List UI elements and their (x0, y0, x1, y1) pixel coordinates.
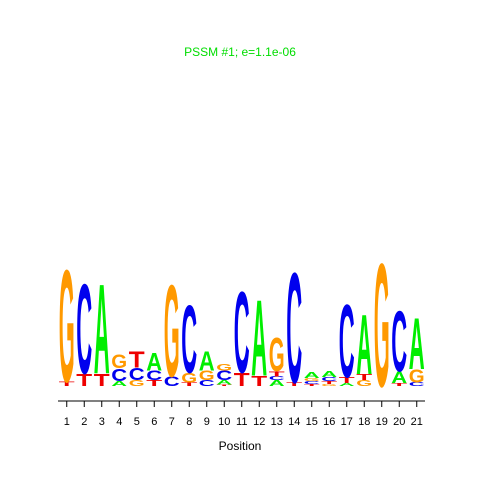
logo-letter-g: G (129, 379, 145, 388)
x-tick-label: 7 (169, 416, 175, 428)
logo-letter-c: C (339, 283, 355, 399)
x-tick-label: 17 (341, 416, 353, 428)
x-tick-label: 6 (151, 416, 157, 428)
logo-letter-a: A (391, 368, 407, 387)
logo-letter-a: A (199, 346, 215, 377)
x-tick-label: 14 (288, 416, 300, 428)
logo-letter-c: C (199, 378, 215, 388)
logo-letter-g: G (59, 237, 75, 417)
x-tick-label: 11 (236, 416, 247, 428)
x-axis-label: Position (219, 439, 262, 453)
logo-letter-g: G (199, 368, 215, 384)
x-tick-label: 15 (306, 416, 318, 428)
logo-letter-a: A (251, 277, 267, 399)
x-tick-label: 18 (358, 416, 370, 428)
x-tick-label: 21 (411, 416, 423, 428)
logo-letter-a: A (321, 369, 337, 379)
logo-letter-a: A (146, 348, 162, 376)
logo-letter-t: T (269, 370, 285, 378)
logo-letter-c: C (146, 367, 162, 383)
logo-letter-t: T (356, 373, 372, 382)
logo-letter-t: T (304, 383, 321, 387)
x-tick-label: 20 (393, 416, 405, 428)
logo-letter-c: C (269, 376, 286, 382)
logo-letter-g: G (181, 370, 197, 386)
x-tick-label: 2 (81, 416, 87, 428)
logo-letter-t: T (129, 348, 145, 373)
x-tick-label: 4 (116, 416, 122, 428)
x-tick-label: 12 (253, 416, 265, 428)
x-tick-label: 9 (204, 416, 210, 428)
logo-letter-g: G (409, 366, 425, 387)
logo-letter-t: T (181, 381, 198, 387)
logo-letter-c: C (234, 268, 250, 397)
x-tick-label: 1 (64, 416, 70, 428)
x-tick-label: 8 (186, 416, 192, 428)
logo-letter-g: G (269, 328, 285, 381)
logo-letter-a: A (339, 383, 356, 387)
logo-letter-t: T (339, 376, 355, 385)
x-tick-label: 19 (376, 416, 388, 428)
logo-letter-t: T (234, 369, 250, 390)
x-tick-label: 13 (271, 416, 283, 428)
logo-letter-c: C (216, 367, 232, 383)
logo-letter-a: A (269, 378, 285, 388)
logo-letter-c: C (304, 380, 320, 384)
logo-letter-g: G (164, 257, 180, 404)
logo-letter-c: C (76, 259, 92, 401)
logo-letter-t: T (391, 382, 408, 387)
logo-letter-c: C (321, 377, 338, 383)
logo-letter-t: T (286, 381, 303, 387)
logo-letter-c: C (286, 239, 302, 415)
logo-letter-c: C (111, 366, 127, 385)
logo-letter-c: C (164, 373, 180, 389)
logo-letter-a: A (94, 259, 110, 401)
logo-letter-t: T (216, 384, 233, 386)
logo-letter-a: A (304, 370, 320, 380)
logo-letter-a: A (409, 304, 425, 385)
logo-letter-t: T (146, 379, 162, 388)
x-tick-label: 10 (218, 416, 230, 428)
logo-letter-g: G (356, 379, 372, 388)
logo-letter-g: G (374, 227, 390, 424)
logo-letter-a: A (111, 380, 127, 388)
logo-letter-t: T (321, 380, 338, 385)
logo-letter-c: C (129, 365, 145, 384)
x-tick-label: 3 (99, 416, 105, 428)
logo-letter-c: C (181, 284, 197, 393)
logo-letter-g: G (111, 351, 127, 373)
logo-letter-g: G (304, 377, 320, 382)
logo-letter-g: G (216, 363, 232, 373)
logo-letter-t: T (251, 374, 267, 390)
chart-title: PSSM #1; e=1.1e-06 (184, 45, 296, 59)
logo-letter-a: A (356, 299, 372, 393)
logo-letter-a: A (216, 379, 232, 386)
logo-letter-t: T (76, 370, 92, 390)
x-tick-label: 5 (134, 416, 140, 428)
x-axis: 1 2 3 4 5 6 7 8 9 10 11 12 13 14 15 16 17 18 19 20 21 (58, 400, 425, 428)
logo-letter-c: C (409, 382, 426, 388)
logo-letter-t: T (59, 381, 76, 388)
logo-letter-t: T (94, 370, 110, 390)
logo-letter-g: G (321, 383, 337, 386)
x-tick-label: 16 (323, 416, 335, 428)
logo-letter-c: C (391, 294, 407, 390)
